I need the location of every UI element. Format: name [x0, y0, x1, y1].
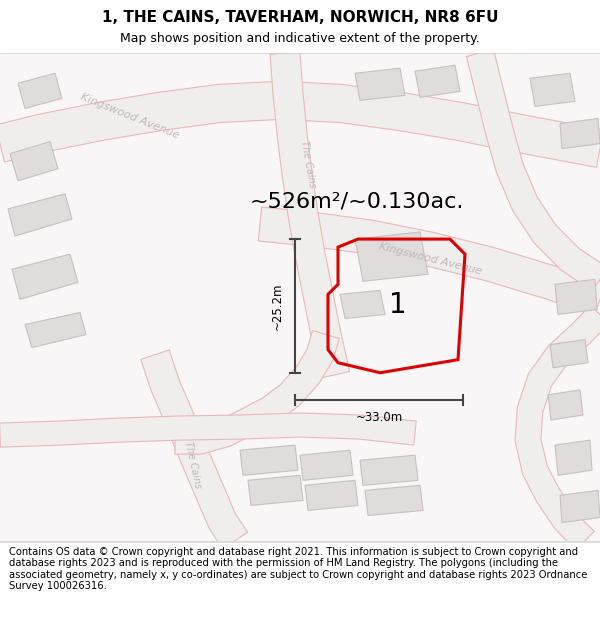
Polygon shape [355, 232, 428, 281]
Polygon shape [8, 194, 72, 236]
Text: The Cains: The Cains [183, 441, 203, 490]
Polygon shape [259, 207, 600, 316]
Polygon shape [248, 475, 303, 506]
Text: ~33.0m: ~33.0m [355, 411, 403, 424]
Polygon shape [365, 486, 423, 516]
Polygon shape [360, 455, 418, 486]
Polygon shape [555, 279, 597, 314]
Text: Kingswood Avenue: Kingswood Avenue [79, 92, 181, 141]
Text: Contains OS data © Crown copyright and database right 2021. This information is : Contains OS data © Crown copyright and d… [9, 546, 587, 591]
Polygon shape [240, 445, 298, 475]
Polygon shape [305, 481, 358, 511]
Text: 1, THE CAINS, TAVERHAM, NORWICH, NR8 6FU: 1, THE CAINS, TAVERHAM, NORWICH, NR8 6FU [102, 9, 498, 24]
Polygon shape [355, 68, 405, 101]
Polygon shape [340, 291, 385, 319]
Polygon shape [466, 50, 600, 291]
Polygon shape [12, 254, 78, 299]
Polygon shape [270, 52, 350, 378]
Text: Map shows position and indicative extent of the property.: Map shows position and indicative extent… [120, 32, 480, 45]
Polygon shape [555, 440, 592, 475]
Text: ~526m²/~0.130ac.: ~526m²/~0.130ac. [250, 192, 464, 212]
Polygon shape [0, 413, 416, 447]
Text: 1: 1 [389, 291, 407, 319]
Polygon shape [530, 73, 575, 106]
Polygon shape [415, 65, 460, 98]
Polygon shape [141, 350, 248, 549]
Polygon shape [560, 491, 600, 522]
Polygon shape [18, 73, 62, 108]
Text: Kingswood Avenue: Kingswood Avenue [377, 242, 482, 277]
Polygon shape [548, 390, 583, 420]
Polygon shape [300, 450, 353, 481]
Text: ~25.2m: ~25.2m [271, 282, 284, 329]
Polygon shape [515, 305, 600, 550]
Polygon shape [550, 339, 588, 367]
Text: The Cains: The Cains [299, 139, 317, 188]
Polygon shape [0, 81, 600, 168]
Polygon shape [175, 331, 340, 454]
Polygon shape [560, 119, 600, 149]
Polygon shape [25, 312, 86, 348]
Polygon shape [10, 142, 58, 181]
